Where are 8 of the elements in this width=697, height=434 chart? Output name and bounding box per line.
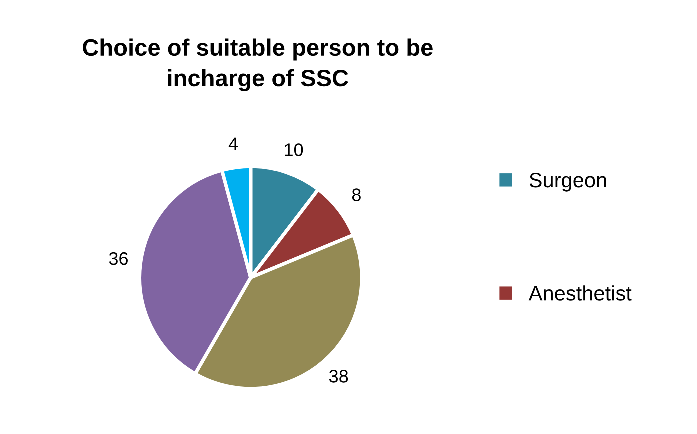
data-label: 38: [329, 370, 348, 383]
legend-label: Surgeon: [530, 172, 606, 192]
legend-label: Anesthetist: [528, 286, 632, 301]
data-label: 4: [228, 138, 238, 150]
data-label: 10: [285, 144, 304, 156]
data-label: 36: [109, 252, 128, 266]
data-label: 8: [352, 188, 361, 202]
chart-title: Choice of suitable person to be incharge of SSC: [83, 38, 433, 92]
